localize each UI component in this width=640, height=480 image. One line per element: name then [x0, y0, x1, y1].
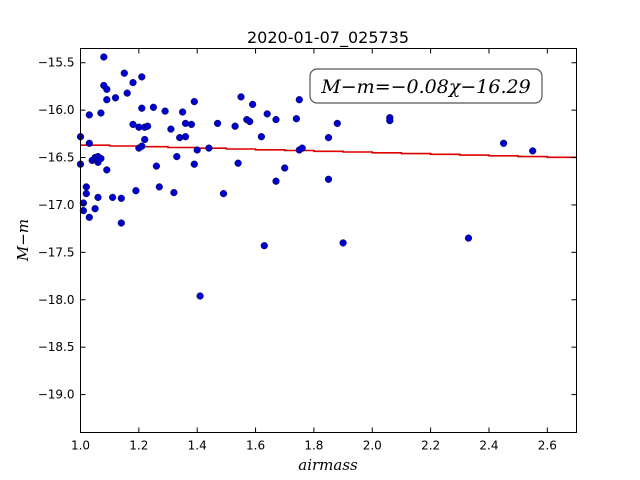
data-point — [324, 134, 333, 142]
x-tick-label: 1.0 — [71, 439, 90, 453]
fit-line — [80, 144, 577, 159]
y-tick-label: −18.5 — [38, 340, 75, 354]
x-tick-label: 2.0 — [363, 439, 382, 453]
data-point — [138, 142, 146, 150]
data-point — [219, 190, 228, 198]
plot-frame — [80, 48, 577, 433]
data-point — [179, 108, 187, 116]
data-point — [152, 162, 161, 170]
data-point — [117, 194, 125, 202]
x-axis-label: airmass — [298, 456, 358, 474]
x-tick-label: 2.2 — [421, 439, 440, 453]
data-point — [272, 115, 280, 124]
data-point — [117, 219, 125, 227]
fit-line-layer — [80, 144, 577, 159]
data-point — [82, 190, 90, 198]
y-tick-label: −17.5 — [38, 245, 75, 259]
y-axis-ticks: −15.5 −16.0 −16.5 −17.0 −17.5 −18.0 −18.5 −19.0 — [38, 56, 577, 402]
data-point — [129, 78, 137, 87]
x-tick-label: 2.4 — [479, 439, 498, 453]
data-point — [94, 193, 102, 202]
data-point — [298, 144, 306, 152]
x-axis-ticks: 1.0 1.2 1.4 1.6 1.8 2.0 2.2 2.4 2.6 — [71, 48, 557, 453]
data-point — [138, 73, 146, 81]
data-point — [79, 207, 88, 215]
data-point — [85, 111, 93, 119]
data-point — [333, 119, 341, 128]
data-point — [260, 242, 268, 250]
data-point — [129, 120, 137, 129]
data-point — [149, 103, 158, 111]
scatter-points — [76, 53, 537, 300]
data-point — [123, 89, 131, 97]
data-point — [205, 144, 213, 152]
equation-text: M−m=−0.08χ−16.29 — [320, 76, 530, 98]
data-point — [193, 146, 201, 154]
data-point — [167, 125, 175, 133]
data-point — [111, 94, 120, 102]
x-tick-label: 1.6 — [246, 439, 265, 453]
y-tick-label: −16.5 — [38, 151, 75, 165]
data-point — [272, 177, 280, 185]
data-point — [234, 159, 242, 167]
data-point — [214, 119, 222, 128]
data-point — [339, 239, 347, 247]
x-tick-label: 1.8 — [304, 439, 323, 453]
y-tick-label: −17.0 — [38, 198, 75, 212]
data-point — [82, 183, 90, 191]
equation-box: M−m=−0.08χ−16.29 — [309, 68, 543, 104]
y-axis-label: M−m — [14, 219, 32, 262]
data-point — [97, 109, 105, 117]
data-point — [500, 139, 508, 147]
data-point — [103, 166, 111, 174]
data-point — [464, 234, 473, 242]
data-point — [529, 147, 537, 155]
data-point — [190, 97, 198, 106]
data-point — [138, 104, 146, 112]
data-point — [249, 100, 257, 109]
data-point — [181, 119, 190, 128]
y-tick-label: −18.0 — [38, 293, 75, 307]
data-point — [173, 153, 181, 161]
data-point — [187, 120, 196, 129]
y-tick-label: −15.5 — [38, 56, 75, 70]
data-point — [97, 154, 105, 163]
data-point — [103, 96, 111, 104]
data-point — [141, 135, 149, 144]
data-point — [144, 122, 152, 130]
data-point — [386, 116, 394, 125]
data-point — [196, 292, 204, 300]
data-point — [237, 93, 245, 101]
data-point — [257, 133, 266, 141]
data-point — [263, 110, 271, 118]
data-point — [120, 69, 128, 77]
data-point — [231, 122, 239, 130]
data-point — [292, 115, 301, 123]
y-tick-label: −16.0 — [38, 103, 75, 117]
data-point — [295, 96, 303, 104]
x-tick-label: 1.4 — [188, 439, 207, 453]
chart-title: 2020-01-07_025735 — [247, 28, 409, 48]
data-point — [190, 160, 198, 168]
data-point — [100, 53, 108, 61]
data-point — [281, 164, 289, 172]
data-point — [108, 193, 117, 202]
data-point — [85, 213, 93, 221]
data-point — [155, 183, 163, 191]
data-point — [181, 133, 190, 141]
data-point — [161, 107, 169, 115]
data-point — [132, 187, 140, 195]
data-point — [324, 175, 333, 183]
data-point — [91, 205, 99, 213]
equation-box-frame — [309, 68, 543, 104]
data-point — [103, 85, 111, 93]
y-tick-label: −19.0 — [38, 388, 75, 402]
x-tick-label: 2.6 — [538, 439, 557, 453]
data-point — [170, 189, 178, 197]
x-tick-label: 1.2 — [129, 439, 148, 453]
data-point — [85, 139, 93, 147]
data-point — [246, 117, 254, 126]
